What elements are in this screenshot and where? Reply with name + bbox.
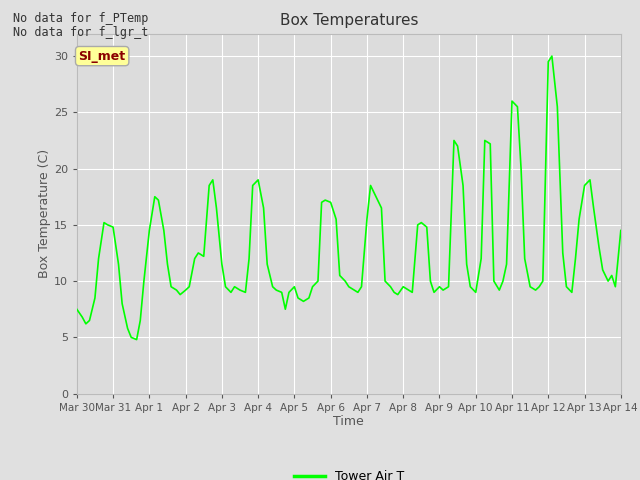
Title: Box Temperatures: Box Temperatures [280, 13, 418, 28]
X-axis label: Time: Time [333, 415, 364, 429]
Text: No data for f_lgr_t: No data for f_lgr_t [13, 26, 148, 39]
Text: No data for f_PTemp: No data for f_PTemp [13, 12, 148, 25]
Legend: Tower Air T: Tower Air T [289, 465, 409, 480]
Text: SI_met: SI_met [79, 49, 125, 62]
Y-axis label: Box Temperature (C): Box Temperature (C) [38, 149, 51, 278]
